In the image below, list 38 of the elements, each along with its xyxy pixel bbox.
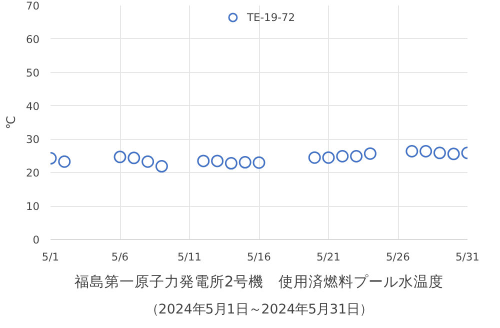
point <box>322 151 335 164</box>
point <box>197 154 210 168</box>
y-tick-label: 10 <box>26 200 40 214</box>
legend-label: TE-19-72 <box>246 10 296 24</box>
y-tick-label: 30 <box>26 133 40 146</box>
point <box>364 147 376 160</box>
point <box>155 160 168 173</box>
point <box>252 156 266 169</box>
y-tick-label: 40 <box>26 100 40 113</box>
point <box>308 151 321 164</box>
x-tick-label: 5/16 <box>247 250 272 264</box>
point <box>114 150 126 164</box>
point <box>433 146 446 160</box>
x-tick-label: 5/31 <box>456 250 480 264</box>
point <box>420 145 432 158</box>
y-tick-label: 70 <box>26 0 40 12</box>
point <box>224 157 238 170</box>
text: 福島第一原子力発電所2号機 使用済燃料プール水温度 <box>74 274 444 290</box>
y-tick-label: 50 <box>26 66 40 80</box>
point <box>58 155 71 168</box>
point <box>350 150 363 162</box>
x-tick-label: 5/11 <box>178 250 202 264</box>
y-tick-label: 60 <box>26 32 40 46</box>
point <box>447 148 460 160</box>
point <box>336 150 349 162</box>
x-tick-label: 5/1 <box>42 250 60 264</box>
point <box>142 155 154 168</box>
y-axis-title: ℃ <box>4 116 18 130</box>
y-tick-label: 0 <box>32 234 40 246</box>
x-tick-label: 5/21 <box>316 250 340 264</box>
y-tick-label: 20 <box>26 166 40 180</box>
point <box>238 156 252 169</box>
text: （2024年5月1日～2024年5月31日） <box>145 302 373 318</box>
point <box>211 154 224 168</box>
point <box>406 145 418 158</box>
point <box>128 152 140 164</box>
x-tick-label: 5/6 <box>111 250 129 264</box>
x-tick-label: 5/26 <box>386 250 410 264</box>
